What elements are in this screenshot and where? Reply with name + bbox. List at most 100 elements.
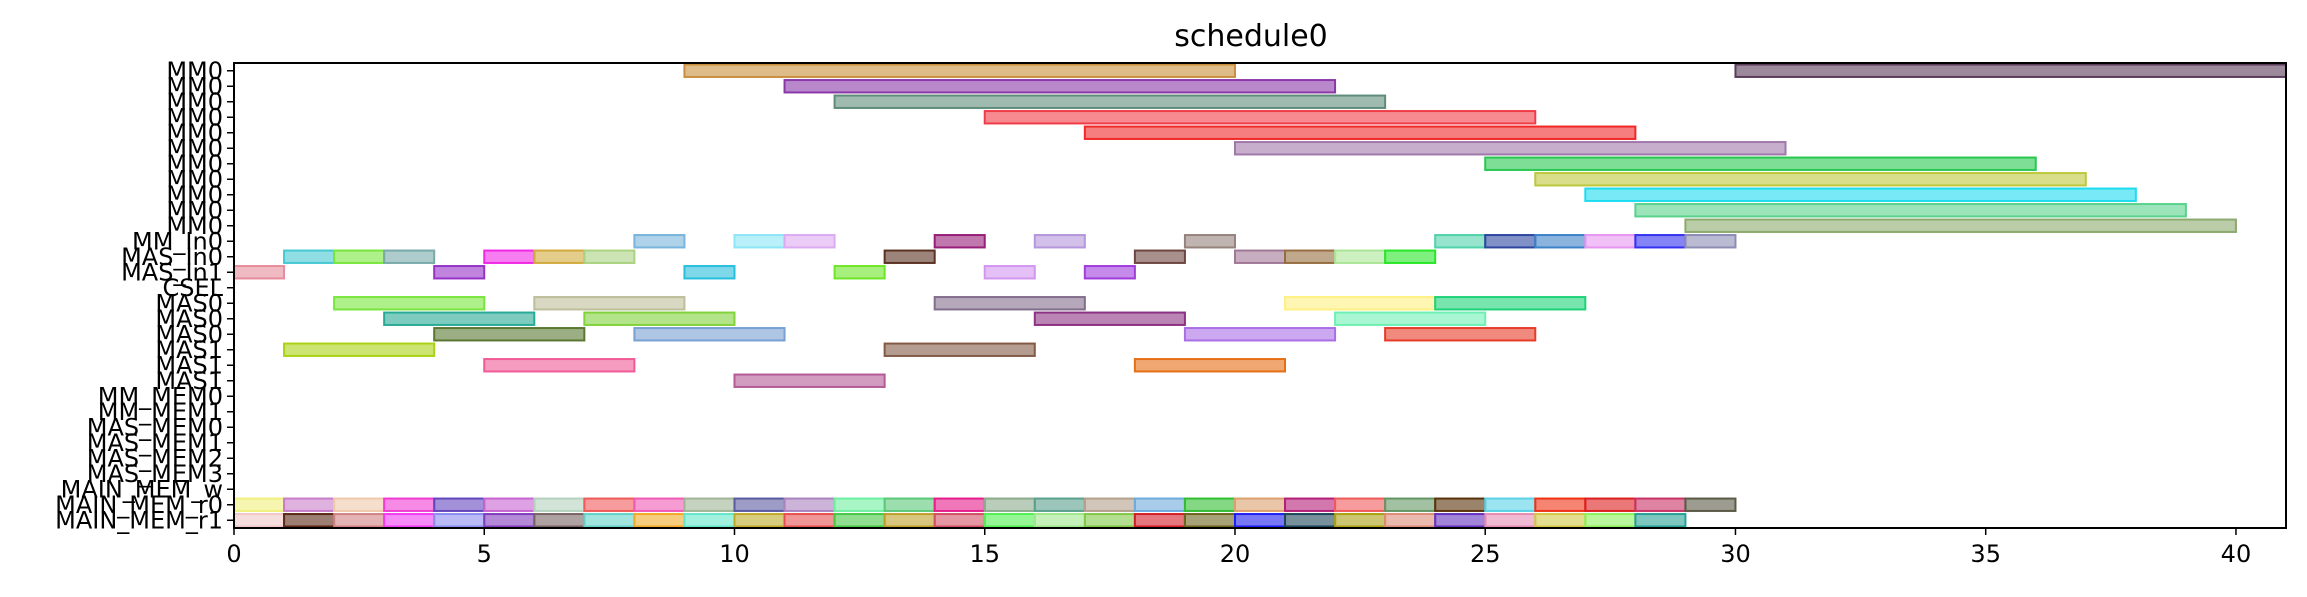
y-tick-label: MM_MEM0 — [98, 382, 223, 410]
schedule-bar — [1083, 265, 1136, 280]
schedule-bar — [1133, 249, 1186, 264]
schedule-bar — [683, 265, 736, 280]
schedule-bar — [683, 513, 736, 528]
schedule-bar — [583, 311, 736, 326]
schedule-bar — [1384, 497, 1437, 512]
schedule-bar — [733, 497, 786, 512]
schedule-bar — [1634, 234, 1687, 249]
schedule-bar — [1083, 125, 1637, 140]
y-tick-label: MM0 — [166, 165, 223, 193]
schedule-bar — [483, 249, 536, 264]
schedule-bar — [783, 234, 836, 249]
x-tick-label: 0 — [226, 540, 241, 568]
schedule-bar — [533, 249, 586, 264]
schedule-bar — [283, 249, 336, 264]
schedule-bar — [1384, 249, 1437, 264]
schedule-bar — [983, 265, 1036, 280]
x-tick-label: 25 — [1470, 540, 1501, 568]
schedule-bar — [283, 497, 336, 512]
bars-layer — [233, 63, 2287, 528]
schedule-bar — [1033, 311, 1186, 326]
y-tick-label: MAIN_MEM_r0 — [55, 491, 223, 519]
schedule-bar — [1033, 234, 1086, 249]
schedule-bar — [233, 513, 286, 528]
x-tick-label: 15 — [969, 540, 1000, 568]
schedule-bar — [533, 296, 686, 311]
y-tick-label: MM_MEM1 — [98, 398, 223, 426]
y-tick-label: MAS1 — [155, 351, 223, 379]
schedule-bar — [1334, 311, 1487, 326]
schedule-bar — [1534, 234, 1587, 249]
schedule-bar — [1434, 497, 1487, 512]
schedule-bar — [1233, 513, 1287, 528]
schedule-bar — [533, 497, 586, 512]
schedule-bar — [233, 497, 286, 512]
schedule-bar — [1534, 513, 1587, 528]
schedule-bar — [833, 94, 1387, 109]
schedule-bar — [1434, 234, 1487, 249]
schedule-bar — [1734, 63, 2287, 78]
schedule-bar — [1284, 497, 1337, 512]
schedule-bar — [733, 234, 786, 249]
schedule-bar — [1233, 497, 1287, 512]
y-tick-label: MAS0 — [155, 320, 223, 348]
x-tick-label: 20 — [1220, 540, 1251, 568]
schedule-bar — [1334, 497, 1387, 512]
schedule-bar — [1183, 327, 1337, 342]
y-tick-label: MAS_In1 — [121, 258, 223, 286]
y-tick-label: MAS0 — [155, 289, 223, 317]
x-tick-label: 40 — [2221, 540, 2252, 568]
schedule-bar — [933, 497, 986, 512]
x-tick-label: 5 — [477, 540, 492, 568]
schedule-bar — [1484, 513, 1537, 528]
schedule-bar — [383, 311, 536, 326]
schedule-bar — [333, 497, 386, 512]
y-tick-label: MM0 — [166, 57, 223, 85]
schedule-bar — [733, 373, 886, 388]
schedule-bar — [1183, 234, 1236, 249]
y-tick-label: MAS1 — [155, 367, 223, 395]
x-tick-label: 10 — [719, 540, 750, 568]
schedule-bar — [783, 79, 1337, 94]
schedule-bar — [283, 342, 436, 357]
x-tick-label: 30 — [1720, 540, 1751, 568]
y-tick-label: MM0 — [166, 150, 223, 178]
schedule-bar — [1634, 513, 1687, 528]
schedule-bar — [1334, 249, 1387, 264]
y-axis: MM0MM0MM0MM0MM0MM0MM0MM0MM0MM0MM0MM_In0M… — [55, 57, 234, 534]
schedule-bar — [783, 497, 836, 512]
schedule-bar — [1183, 513, 1236, 528]
schedule-bar — [883, 249, 936, 264]
y-tick-label: MAS_MEM2 — [87, 444, 223, 472]
schedule-bar — [1033, 513, 1086, 528]
schedule-bar — [533, 513, 586, 528]
schedule-bar — [383, 497, 436, 512]
schedule-bar — [983, 513, 1036, 528]
schedule-bar — [1584, 513, 1637, 528]
schedule-bar — [1584, 187, 2137, 202]
schedule-bar — [1083, 513, 1136, 528]
schedule-bar — [733, 513, 786, 528]
schedule-bar — [683, 497, 736, 512]
schedule-bar — [1634, 203, 2187, 218]
schedule-bar — [833, 497, 886, 512]
schedule-bar — [1133, 497, 1186, 512]
schedule-bar — [1584, 497, 1637, 512]
schedule-bar — [1133, 513, 1186, 528]
schedule-bar — [1484, 497, 1537, 512]
schedule-bar — [483, 513, 536, 528]
x-tick-label: 35 — [1970, 540, 2001, 568]
schedule-bar — [1584, 234, 1637, 249]
schedule-bar — [1534, 497, 1587, 512]
schedule-bar — [583, 249, 636, 264]
schedule-bar — [633, 234, 686, 249]
schedule-bar — [633, 327, 786, 342]
schedule-bar — [1233, 249, 1287, 264]
y-tick-label: MAS_In0 — [121, 243, 223, 271]
schedule-bar — [583, 513, 636, 528]
schedule-bar — [1133, 358, 1287, 373]
y-tick-label: MM0 — [166, 119, 223, 147]
schedule-bar — [1434, 296, 1587, 311]
schedule-bar — [883, 342, 1036, 357]
